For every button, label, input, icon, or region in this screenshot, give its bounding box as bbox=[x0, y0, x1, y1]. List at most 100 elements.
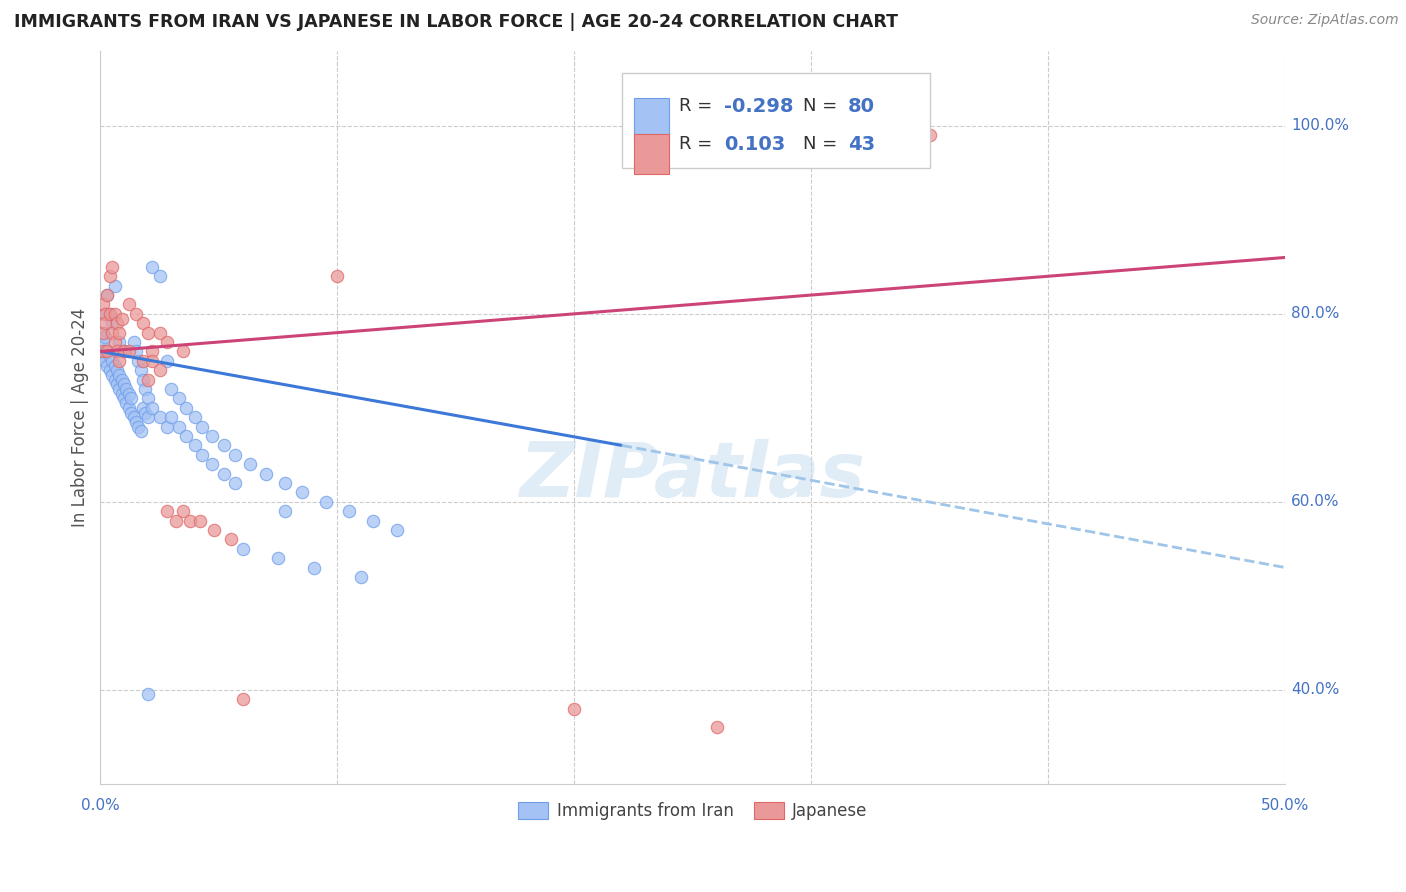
Text: ZIPatlas: ZIPatlas bbox=[520, 439, 866, 513]
Text: R =: R = bbox=[679, 136, 724, 153]
Point bbox=[160, 382, 183, 396]
Point bbox=[160, 410, 183, 425]
Point bbox=[118, 401, 141, 415]
Point bbox=[136, 392, 159, 406]
Point bbox=[191, 448, 214, 462]
Point bbox=[136, 373, 159, 387]
Point bbox=[232, 541, 254, 556]
Point bbox=[149, 410, 172, 425]
Point bbox=[149, 269, 172, 284]
Point bbox=[108, 326, 131, 340]
Point bbox=[224, 475, 246, 490]
Point bbox=[141, 260, 163, 274]
Point bbox=[115, 396, 138, 410]
FancyBboxPatch shape bbox=[621, 72, 929, 168]
Point bbox=[385, 523, 408, 537]
Text: N =: N = bbox=[803, 136, 844, 153]
Point bbox=[103, 334, 125, 349]
Point bbox=[141, 354, 163, 368]
Point bbox=[184, 410, 207, 425]
Point bbox=[103, 278, 125, 293]
Point bbox=[120, 405, 142, 419]
Point bbox=[149, 326, 172, 340]
Point bbox=[212, 467, 235, 481]
Point bbox=[156, 334, 179, 349]
Point bbox=[91, 334, 114, 349]
Point bbox=[112, 344, 135, 359]
Point bbox=[134, 382, 156, 396]
Point bbox=[96, 344, 118, 359]
Point bbox=[134, 405, 156, 419]
Point bbox=[350, 570, 373, 584]
Point bbox=[706, 720, 728, 734]
Point bbox=[141, 401, 163, 415]
Point bbox=[188, 514, 211, 528]
Point bbox=[149, 363, 172, 377]
Point bbox=[129, 425, 152, 439]
Point bbox=[174, 429, 197, 443]
Point bbox=[94, 307, 117, 321]
Point bbox=[94, 330, 117, 344]
Point bbox=[337, 504, 360, 518]
Point bbox=[254, 467, 277, 481]
Point bbox=[112, 344, 135, 359]
Text: 0.0%: 0.0% bbox=[82, 797, 120, 813]
Point bbox=[105, 344, 128, 359]
Point bbox=[98, 363, 121, 377]
Point bbox=[112, 377, 135, 392]
Point bbox=[98, 307, 121, 321]
Point bbox=[224, 448, 246, 462]
Text: 40.0%: 40.0% bbox=[1291, 682, 1340, 698]
Point bbox=[141, 344, 163, 359]
Point bbox=[127, 419, 149, 434]
Point bbox=[156, 354, 179, 368]
Point bbox=[125, 415, 148, 429]
Point bbox=[302, 560, 325, 574]
Point bbox=[105, 316, 128, 330]
Point bbox=[118, 344, 141, 359]
Point bbox=[315, 495, 337, 509]
Point bbox=[132, 316, 155, 330]
Point bbox=[361, 514, 384, 528]
Point bbox=[96, 288, 118, 302]
Point bbox=[108, 334, 131, 349]
Text: 60.0%: 60.0% bbox=[1291, 494, 1340, 509]
Y-axis label: In Labor Force | Age 20-24: In Labor Force | Age 20-24 bbox=[72, 308, 89, 527]
Point bbox=[179, 514, 201, 528]
Point bbox=[96, 344, 118, 359]
Point bbox=[91, 349, 114, 363]
Point bbox=[111, 311, 134, 326]
Point bbox=[212, 438, 235, 452]
Point bbox=[94, 344, 117, 359]
Point bbox=[108, 354, 131, 368]
Point bbox=[112, 392, 135, 406]
Point bbox=[98, 349, 121, 363]
Point bbox=[156, 504, 179, 518]
Point bbox=[267, 551, 290, 566]
FancyBboxPatch shape bbox=[634, 98, 669, 138]
Point bbox=[101, 326, 124, 340]
Point bbox=[91, 326, 114, 340]
FancyBboxPatch shape bbox=[634, 134, 669, 174]
Point bbox=[101, 260, 124, 274]
Point bbox=[96, 359, 118, 373]
Point bbox=[118, 386, 141, 401]
Point bbox=[101, 368, 124, 382]
Text: -0.298: -0.298 bbox=[724, 96, 793, 116]
Point bbox=[127, 354, 149, 368]
Point bbox=[184, 438, 207, 452]
Point bbox=[98, 307, 121, 321]
Text: 80.0%: 80.0% bbox=[1291, 306, 1340, 321]
Point bbox=[132, 373, 155, 387]
Point bbox=[172, 504, 194, 518]
Point bbox=[156, 419, 179, 434]
Point bbox=[118, 297, 141, 311]
Point bbox=[167, 392, 190, 406]
Point bbox=[136, 410, 159, 425]
Point bbox=[232, 692, 254, 706]
Text: 80: 80 bbox=[848, 96, 875, 116]
Point bbox=[326, 269, 349, 284]
Point bbox=[105, 363, 128, 377]
Point bbox=[103, 373, 125, 387]
Point bbox=[274, 475, 297, 490]
